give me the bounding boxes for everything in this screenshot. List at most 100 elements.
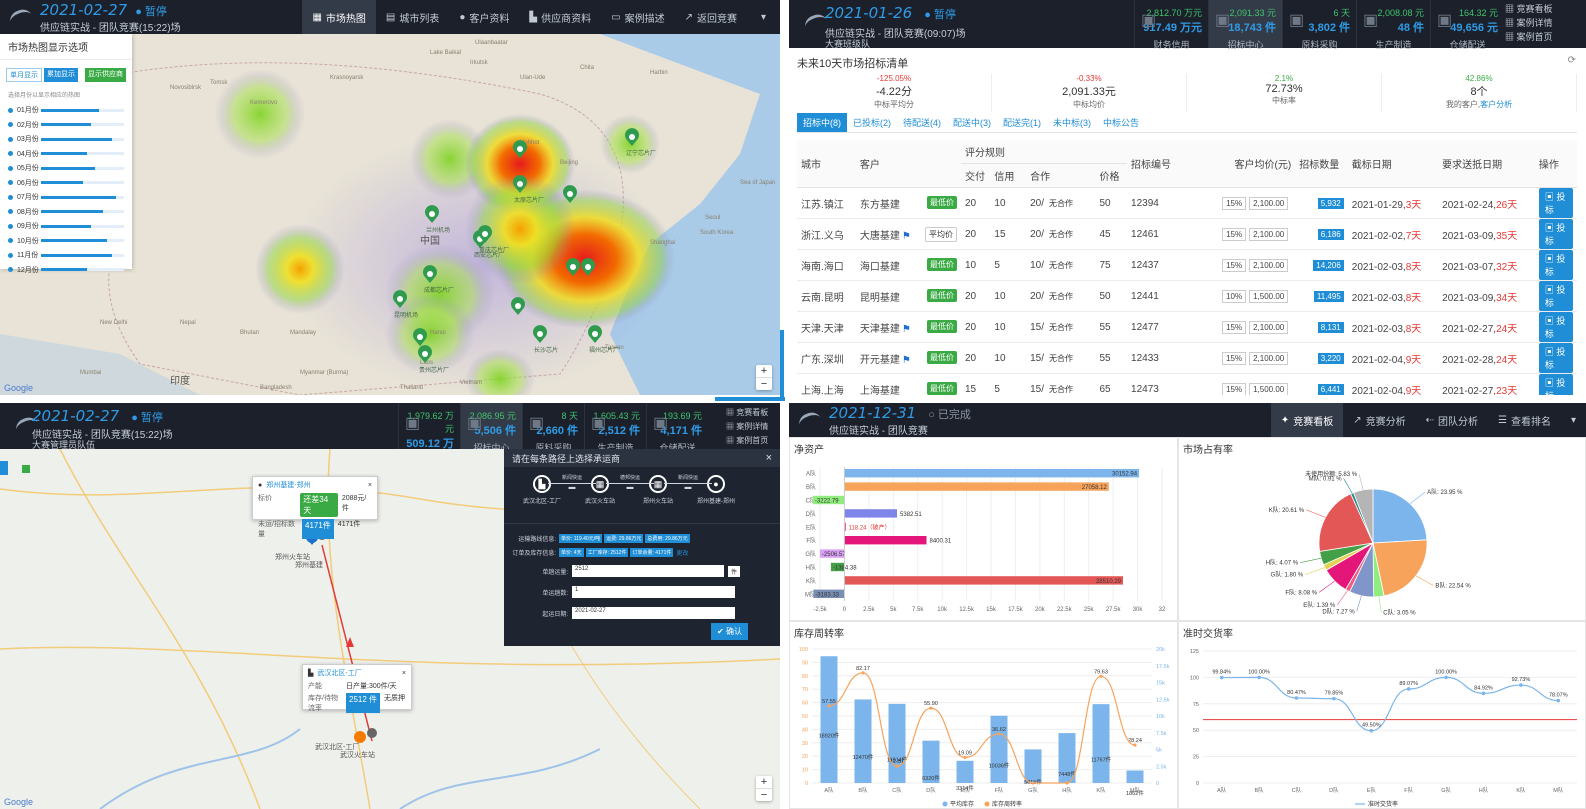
- rate-point[interactable]: [1031, 781, 1035, 785]
- menu-case-home[interactable]: ▦ 案例首页: [726, 436, 769, 445]
- legend-item[interactable]: 平均库存: [950, 800, 974, 808]
- tab-ranking[interactable]: ☰ 查看排名: [1498, 414, 1551, 428]
- supplier-pin[interactable]: 贵州芯片厂: [418, 345, 449, 374]
- tab-team-analysis[interactable]: ⇠ 团队分析: [1425, 414, 1478, 428]
- kpi-4[interactable]: ▣ 193.69 元 4,171 件仓储配送: [646, 403, 708, 453]
- pause-button[interactable]: ● 暂停: [924, 9, 956, 21]
- inventory-bar[interactable]: [820, 656, 838, 783]
- bid-tab[interactable]: 招标中(8): [797, 113, 847, 132]
- radio-icon[interactable]: [8, 209, 13, 215]
- inventory-bar[interactable]: [990, 715, 1008, 783]
- inventory-bar[interactable]: [1024, 749, 1042, 783]
- month-item[interactable]: 10月份: [8, 234, 124, 249]
- supplier-pin[interactable]: 福州芯片厂: [588, 325, 619, 354]
- radio-icon[interactable]: [8, 165, 13, 171]
- radio-icon[interactable]: [8, 238, 13, 244]
- radio-icon[interactable]: [8, 151, 13, 157]
- supplier-pin[interactable]: [513, 140, 527, 158]
- menu-dashboard[interactable]: ▦ 竞赛看板: [1505, 4, 1553, 14]
- inventory-bar[interactable]: [854, 699, 872, 783]
- supplier-pin[interactable]: 辽宁芯片厂: [625, 128, 656, 157]
- kpi-1[interactable]: ▣ 2,091.33 元 18,743 件招标中心: [1208, 0, 1282, 50]
- rate-point[interactable]: [895, 764, 899, 768]
- ontime-point[interactable]: [1519, 683, 1523, 687]
- bar[interactable]: [813, 589, 845, 598]
- close-icon[interactable]: ×: [401, 669, 406, 677]
- tab-dashboard[interactable]: ✦ 竞赛看板: [1270, 403, 1344, 437]
- route-carrier[interactable]: 新闻快运 ▬: [664, 474, 712, 491]
- customer-analysis-link[interactable]: 客户分析: [1480, 100, 1513, 109]
- ontime-point[interactable]: [1294, 696, 1299, 700]
- radio-icon[interactable]: [8, 107, 13, 113]
- supplier-pin[interactable]: 兰州机场: [425, 205, 450, 234]
- map-side-toggle[interactable]: [0, 461, 8, 475]
- month-item[interactable]: 06月份: [8, 176, 124, 191]
- supplier-pin[interactable]: [413, 328, 427, 346]
- zoom-in-button[interactable]: +: [760, 776, 768, 788]
- tab-contest-analysis[interactable]: ↗ 竞赛分析: [1353, 414, 1406, 428]
- kpi-2[interactable]: ▣ 6 天 3,802 件原料采购: [1282, 0, 1356, 50]
- menu-dashboard[interactable]: ▦ 竞赛看板: [726, 408, 769, 417]
- bid-button[interactable]: ▣ 投标: [1538, 343, 1573, 373]
- kpi-1[interactable]: ▣ 2,086.95 元 5,506 件招标中心: [460, 403, 522, 453]
- month-item[interactable]: 09月份: [8, 219, 124, 234]
- ontime-point[interactable]: [1219, 675, 1224, 680]
- route-carrier[interactable]: 德邦快运 ▬: [606, 474, 654, 491]
- confirm-button[interactable]: ✔ 确认: [711, 623, 748, 640]
- bar[interactable]: [844, 469, 1140, 478]
- radio-icon[interactable]: [8, 267, 13, 273]
- ontime-point[interactable]: [1481, 691, 1486, 696]
- month-item[interactable]: 07月份: [8, 190, 124, 205]
- zoom-in-button[interactable]: +: [760, 365, 768, 377]
- refresh-icon[interactable]: ⟳: [1567, 55, 1576, 66]
- inventory-bar[interactable]: [1126, 770, 1144, 783]
- tab-case-desc[interactable]: ▭ 案例描述: [611, 11, 665, 25]
- menu-case-details[interactable]: ▦ 案例详情: [726, 422, 769, 431]
- rate-point[interactable]: [997, 732, 1001, 736]
- table-row[interactable]: 广东.深圳 开元基建 ⚑ 最低价 20 10 15/无合作 55 12433 15% 2,100.0…: [797, 342, 1577, 374]
- month-item[interactable]: 03月份: [8, 132, 124, 147]
- close-icon[interactable]: ×: [765, 452, 772, 464]
- bid-button[interactable]: ▣ 投标: [1538, 188, 1573, 218]
- month-item[interactable]: 11月份: [8, 248, 124, 263]
- tab-customer-info[interactable]: ● 客户资料: [459, 11, 510, 25]
- show-supplier-button[interactable]: 显示供应商: [85, 68, 126, 82]
- bar[interactable]: [844, 536, 927, 545]
- tab-supplier-info[interactable]: ▙ 供应商资料: [529, 11, 592, 25]
- start-date-input[interactable]: 2021-02-27: [572, 607, 735, 619]
- supplier-pin[interactable]: [511, 297, 525, 315]
- kpi-3[interactable]: ▣ 1,605.43 元 2,512 件生产制造: [584, 403, 646, 453]
- dropdown-toggle[interactable]: ▾: [760, 11, 766, 23]
- rate-point[interactable]: [1099, 674, 1103, 678]
- bar[interactable]: [844, 522, 846, 531]
- radio-icon[interactable]: [8, 122, 13, 128]
- bid-button[interactable]: ▣ 投标: [1538, 250, 1573, 280]
- bar[interactable]: [844, 576, 1124, 585]
- pause-button[interactable]: ● 暂停: [135, 5, 167, 18]
- rate-point[interactable]: [1065, 781, 1069, 785]
- tab-city-list[interactable]: ▤ 城市列表: [385, 11, 440, 25]
- table-row[interactable]: 上海.上海 上海基建 最低价 15 5 15/无合作 65 12473 15% 1,500.00 6…: [797, 373, 1577, 395]
- bid-tab[interactable]: 配送完(1): [1003, 118, 1041, 128]
- menu-case-home[interactable]: ▦ 案例首页: [1505, 32, 1553, 42]
- ontime-point[interactable]: [1332, 696, 1336, 701]
- load-input[interactable]: 2512: [572, 565, 724, 577]
- supplier-pin[interactable]: 成都芯片厂: [423, 265, 454, 294]
- tab-market-heatmap[interactable]: ▦ 市场热图: [302, 0, 376, 34]
- table-row[interactable]: 江苏.镇江 东方基建 最低价 20 10 20/无合作 50 12394 15% 2,100.00…: [797, 187, 1577, 219]
- menu-case-details[interactable]: ▦ 案例详情: [1505, 18, 1553, 28]
- route-step[interactable]: ● 郑州基建-郑州: [688, 475, 744, 505]
- legend-item[interactable]: 库存周转率: [992, 800, 1022, 808]
- route-map[interactable]: 郑州火车站 郑州基建 武汉北区-工厂 武汉火车站 + − Google ● 郑州基…: [0, 448, 780, 809]
- radio-icon[interactable]: [8, 194, 13, 200]
- single-month-button[interactable]: 单月显示: [6, 68, 42, 82]
- bid-button[interactable]: ▣ 投标: [1538, 219, 1573, 249]
- radio-icon[interactable]: [8, 252, 13, 258]
- rate-point[interactable]: [827, 704, 831, 708]
- change-link[interactable]: 更改: [676, 551, 689, 557]
- supplier-pin[interactable]: [563, 185, 577, 203]
- bar[interactable]: [819, 549, 845, 558]
- month-item[interactable]: 12月份: [8, 263, 124, 278]
- rate-point[interactable]: [963, 755, 967, 760]
